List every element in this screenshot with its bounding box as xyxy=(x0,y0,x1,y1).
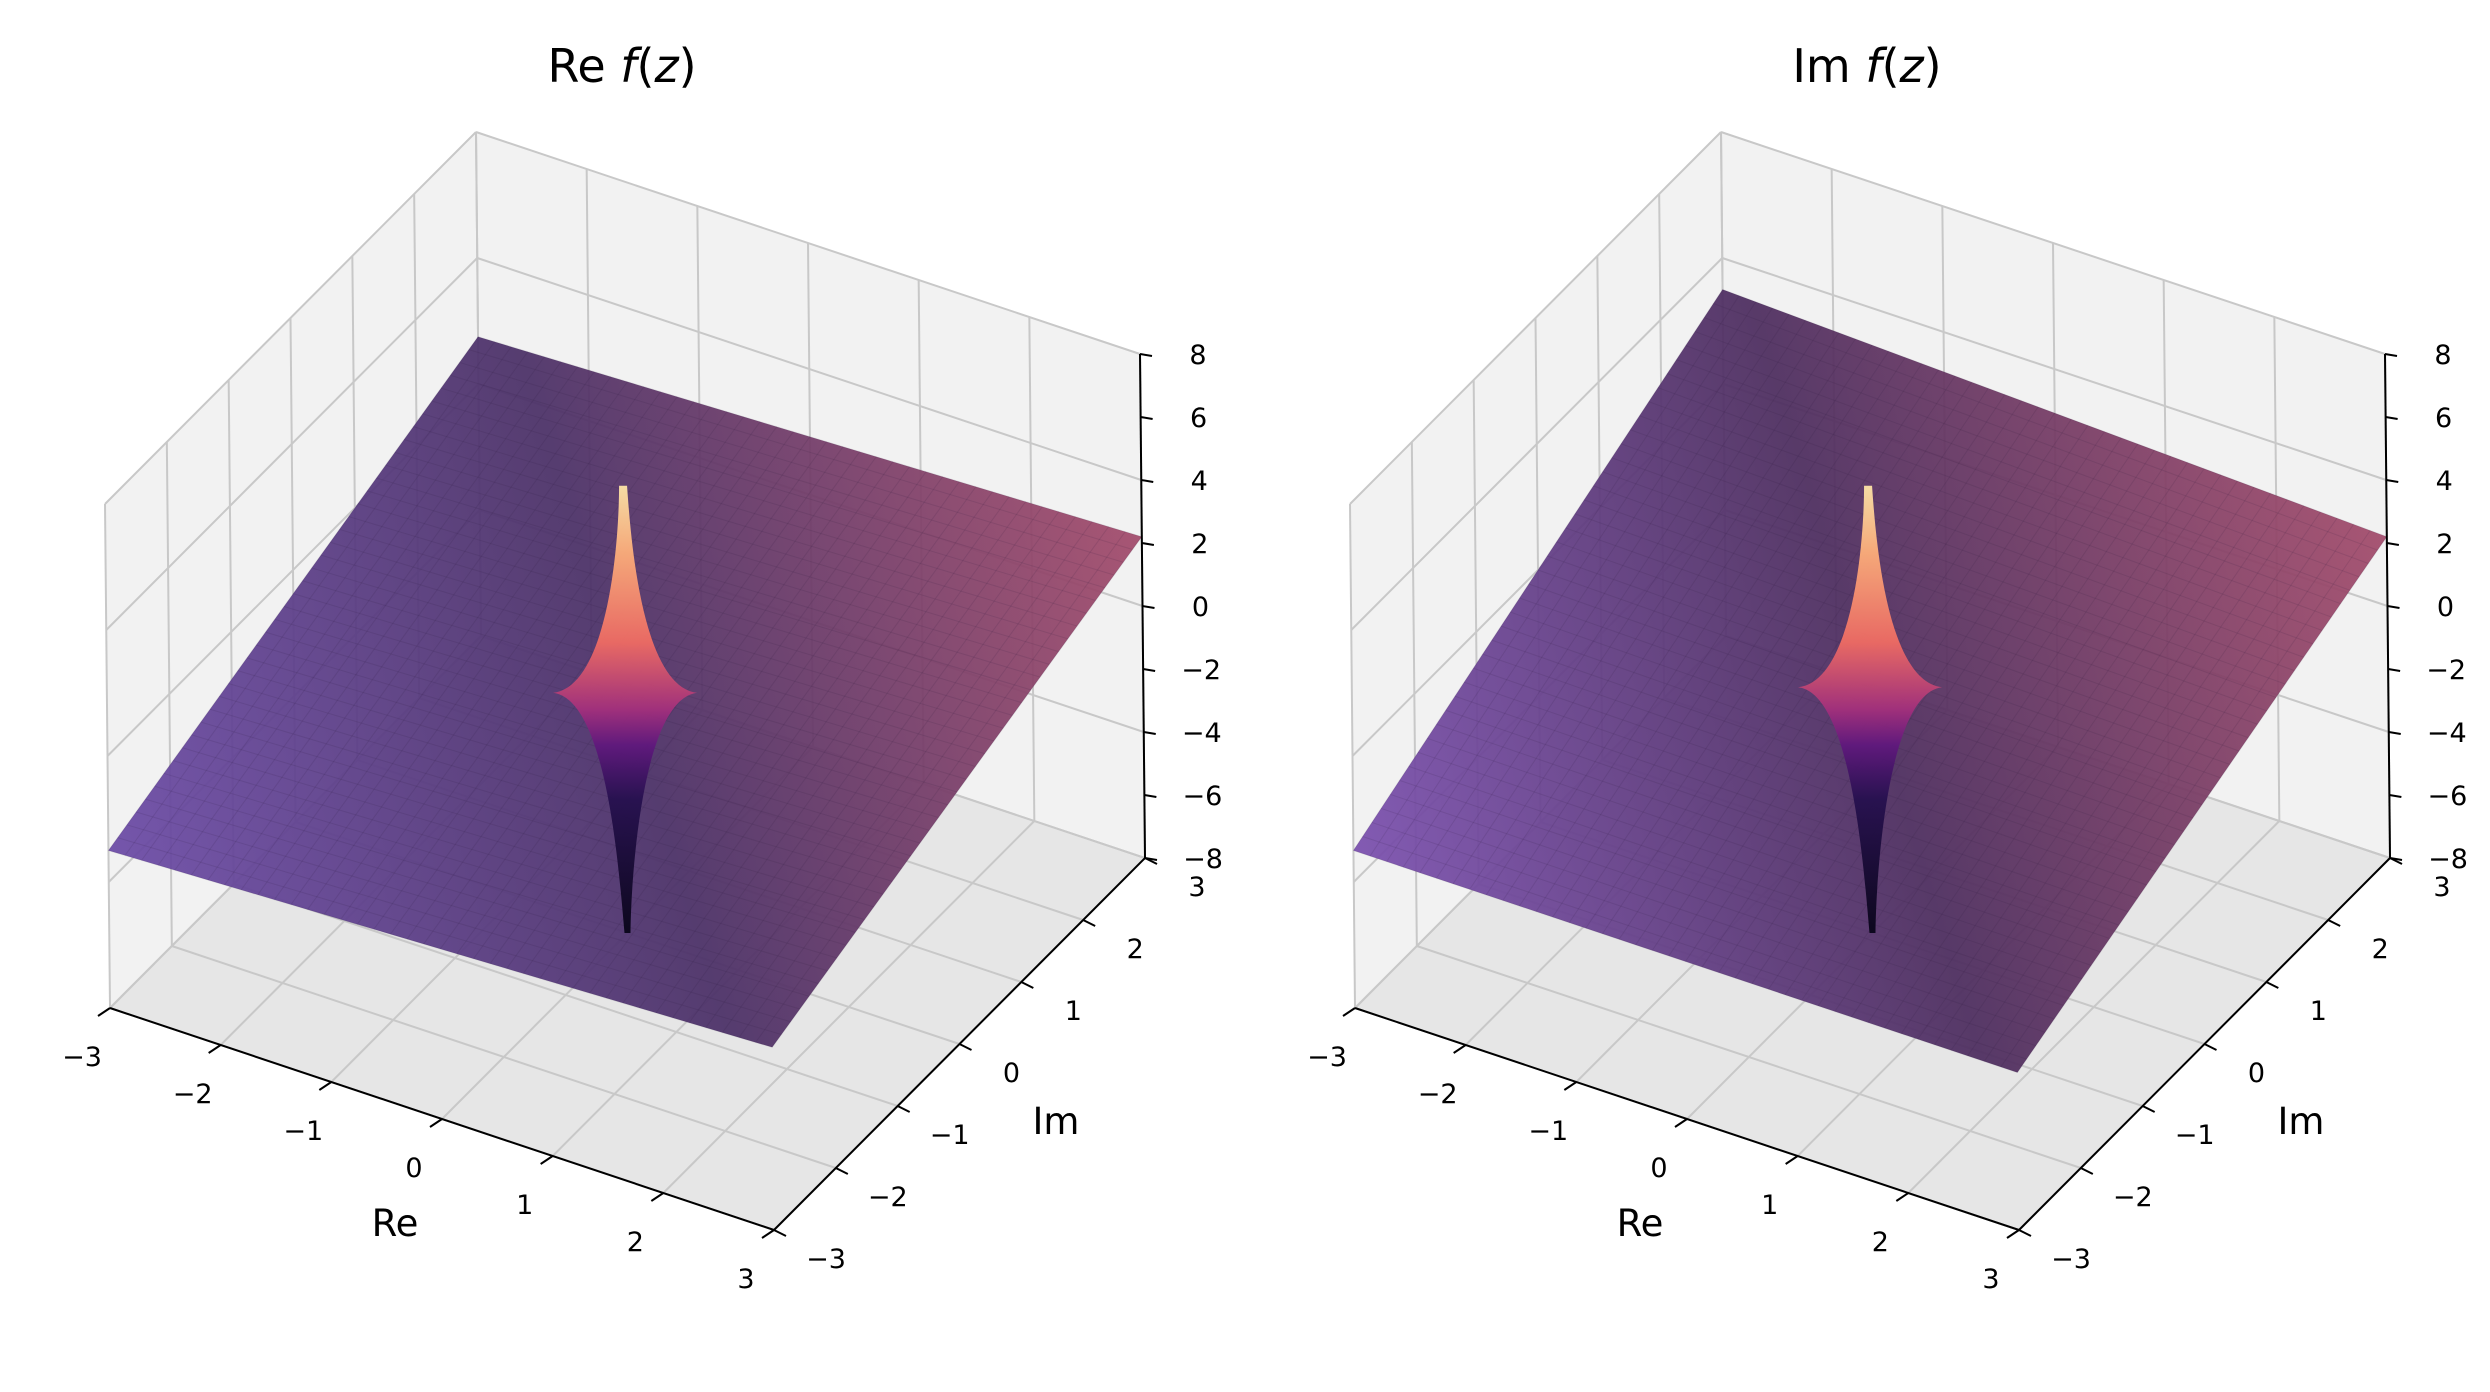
x-tick-label: 1 xyxy=(516,1190,533,1221)
y-ticks: −3 −2 −1 0 1 2 3 xyxy=(2018,857,2451,1275)
y-tick-label: 2 xyxy=(1127,934,1144,965)
re-panel: Re f(z)−3−2−10123−3−2−10123−8−6−4−202468… xyxy=(62,39,1223,1295)
x-tick-label: 2 xyxy=(1872,1227,1889,1258)
x-axis-label: Re xyxy=(1617,1202,1664,1245)
surface-spike xyxy=(553,485,698,933)
z-tick-label: 2 xyxy=(1191,529,1208,560)
z-tick-label: 0 xyxy=(2437,592,2454,623)
z-tick-label: −6 xyxy=(2427,781,2467,812)
z-tick-label: −8 xyxy=(1183,844,1223,875)
z-tick-label: 6 xyxy=(1190,403,1207,434)
y-tick-label: 1 xyxy=(2310,996,2327,1027)
y-tick-label: 1 xyxy=(1065,996,1082,1027)
y-tick-label: 2 xyxy=(2372,934,2389,965)
z-tick-label: −4 xyxy=(1182,718,1222,749)
x-tick-label: −3 xyxy=(62,1042,102,1073)
z-tick-label: 8 xyxy=(1189,340,1206,371)
z-tick-label: 8 xyxy=(2434,340,2451,371)
x-tick-label: −2 xyxy=(173,1079,213,1110)
x-tick-label: 3 xyxy=(737,1264,754,1295)
y-tick-label: −3 xyxy=(2051,1244,2091,1275)
x-tick-label: 2 xyxy=(627,1227,644,1258)
z-tick-label: −8 xyxy=(2428,844,2468,875)
z-tick-label: −2 xyxy=(2426,655,2466,686)
x-tick-label: −1 xyxy=(1528,1116,1568,1147)
z-tick-label: −2 xyxy=(1181,655,1221,686)
z-tick-label: −4 xyxy=(2427,718,2467,749)
z-tick-label: 0 xyxy=(1192,592,1209,623)
y-tick-label: 3 xyxy=(1188,872,1205,903)
z-tick-label: 4 xyxy=(2436,466,2453,497)
y-tick-label: 0 xyxy=(1003,1058,1020,1089)
x-ticks: −3 −2 −1 0 1 2 3 xyxy=(62,1007,775,1295)
x-ticks: −3 −2 −1 0 1 2 3 xyxy=(1307,1007,2020,1295)
x-tick-label: 0 xyxy=(1650,1153,1667,1184)
im-panel: Im f(z)−3−2−10123−3−2−10123−8−6−4−202468… xyxy=(1307,39,2468,1295)
x-tick-label: −3 xyxy=(1307,1042,1347,1073)
surface xyxy=(1353,289,2388,1073)
x-tick-label: −1 xyxy=(283,1116,323,1147)
x-tick-label: 1 xyxy=(1761,1190,1778,1221)
surface xyxy=(108,336,1143,1048)
y-axis-label: Im xyxy=(1033,1100,1080,1143)
x-tick-label: 0 xyxy=(405,1153,422,1184)
y-ticks: −3 −2 −1 0 1 2 3 xyxy=(773,857,1206,1275)
y-tick-label: −2 xyxy=(2113,1182,2153,1213)
surface-mesh xyxy=(1353,289,2388,1073)
y-tick-label: 0 xyxy=(2248,1058,2265,1089)
panel-title: Im f(z) xyxy=(1792,39,1941,93)
z-ticks: −8 −6 −4 −2 0 2 4 6 8 xyxy=(1139,340,1223,875)
y-tick-label: −1 xyxy=(930,1120,970,1151)
y-tick-label: −3 xyxy=(806,1244,846,1275)
z-tick-label: 4 xyxy=(1191,466,1208,497)
z-tick-label: 2 xyxy=(2436,529,2453,560)
y-tick-label: 3 xyxy=(2433,872,2450,903)
y-tick-label: −2 xyxy=(868,1182,908,1213)
x-tick-label: −2 xyxy=(1418,1079,1458,1110)
z-ticks: −8 −6 −4 −2 0 2 4 6 8 xyxy=(2384,340,2468,875)
x-axis-label: Re xyxy=(372,1202,419,1245)
x-tick-label: 3 xyxy=(1982,1264,1999,1295)
z-tick-label: −6 xyxy=(1182,781,1222,812)
z-tick-label: 6 xyxy=(2435,403,2452,434)
y-tick-label: −1 xyxy=(2175,1120,2215,1151)
y-axis-label: Im xyxy=(2278,1100,2325,1143)
panel-title: Re f(z) xyxy=(547,39,696,93)
surface-spike xyxy=(1798,485,1943,933)
